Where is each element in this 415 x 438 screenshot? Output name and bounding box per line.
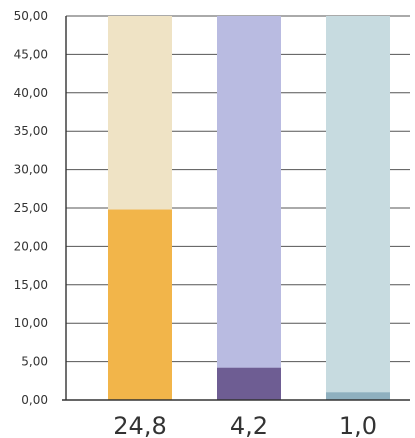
x-tick-label: 1,0 — [339, 412, 377, 438]
y-tick-label: 50,00 — [14, 9, 48, 23]
bar — [326, 392, 390, 400]
bars — [108, 209, 390, 400]
y-tick-label: 20,00 — [14, 239, 48, 253]
x-axis-ticks: 24,8 4,2 1,0 — [113, 412, 377, 438]
bar-background — [217, 16, 281, 400]
y-tick-label: 35,00 — [14, 124, 48, 138]
bar — [108, 209, 172, 400]
y-tick-label: 5,00 — [21, 355, 48, 369]
y-tick-label: 0,00 — [21, 393, 48, 407]
y-tick-label: 40,00 — [14, 86, 48, 100]
bar — [217, 367, 281, 400]
x-tick-label: 4,2 — [230, 412, 268, 438]
bar-background — [326, 16, 390, 400]
y-tick-label: 30,00 — [14, 163, 48, 177]
y-tick-label: 45,00 — [14, 47, 48, 61]
y-tick-label: 10,00 — [14, 316, 48, 330]
x-tick-label: 24,8 — [113, 412, 166, 438]
y-axis-ticks: 0,00 5,00 10,00 15,00 20,00 25,00 30,00 35,00 40… — [14, 9, 48, 407]
y-tick-label: 25,00 — [14, 201, 48, 215]
y-tick-label: 15,00 — [14, 278, 48, 292]
